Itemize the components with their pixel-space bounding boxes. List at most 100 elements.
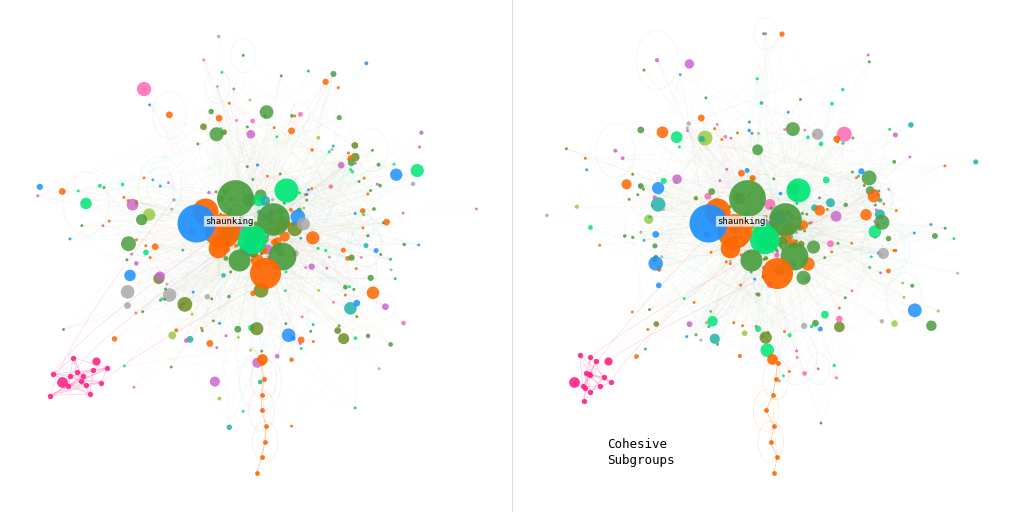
Point xyxy=(771,266,787,274)
Point xyxy=(369,180,385,188)
Point xyxy=(793,224,809,232)
Point xyxy=(214,227,230,236)
Point xyxy=(772,240,788,248)
Point xyxy=(740,191,757,199)
Point xyxy=(851,172,867,180)
Point xyxy=(873,218,890,226)
Point xyxy=(221,423,238,432)
Point xyxy=(32,183,48,191)
Point xyxy=(157,295,173,304)
Point xyxy=(785,252,802,260)
Point xyxy=(751,222,767,230)
Point xyxy=(669,175,685,183)
Point xyxy=(754,99,770,107)
Point xyxy=(294,313,310,321)
Point xyxy=(264,217,281,225)
Point xyxy=(811,206,827,215)
Point xyxy=(754,215,770,223)
Point xyxy=(860,51,877,59)
Point xyxy=(231,220,248,228)
Point xyxy=(272,223,289,231)
Point xyxy=(194,324,210,332)
Point xyxy=(768,268,784,276)
Point xyxy=(236,225,252,233)
Point xyxy=(184,310,201,318)
Point xyxy=(621,195,637,203)
Point xyxy=(225,221,242,229)
Point xyxy=(258,108,274,116)
Point xyxy=(779,217,796,225)
Point xyxy=(195,327,211,335)
Point xyxy=(211,114,227,122)
Point xyxy=(254,347,270,355)
Point xyxy=(248,228,264,236)
Point xyxy=(733,169,750,177)
Point xyxy=(758,229,774,237)
Point xyxy=(252,227,268,236)
Point xyxy=(248,227,264,236)
Point xyxy=(844,239,860,247)
Point xyxy=(777,215,794,223)
Point xyxy=(760,329,776,337)
Point xyxy=(411,241,427,249)
Point xyxy=(829,239,846,247)
Point xyxy=(732,195,749,203)
Point xyxy=(702,307,719,315)
Point xyxy=(835,139,851,147)
Point xyxy=(872,196,889,204)
Point xyxy=(199,293,215,301)
Point xyxy=(773,217,790,225)
Point xyxy=(754,233,770,241)
Point xyxy=(816,253,833,262)
Point xyxy=(182,335,199,344)
Point xyxy=(759,244,775,252)
Point xyxy=(236,224,252,232)
Point xyxy=(378,218,394,226)
Point xyxy=(347,404,364,412)
Point xyxy=(749,226,765,234)
Point xyxy=(387,274,403,283)
Point xyxy=(703,187,720,196)
Point xyxy=(630,190,646,199)
Point xyxy=(276,199,293,207)
Point xyxy=(196,56,212,64)
Point xyxy=(276,232,293,241)
Point xyxy=(258,422,274,430)
Point xyxy=(868,206,885,214)
Point xyxy=(297,190,313,199)
Point xyxy=(300,67,316,75)
Point xyxy=(266,123,283,132)
Point xyxy=(353,253,370,262)
Point xyxy=(356,174,373,182)
Point xyxy=(575,397,592,406)
Point xyxy=(818,176,835,184)
Point xyxy=(272,207,289,216)
Point xyxy=(333,161,349,169)
Point xyxy=(273,72,290,80)
Point xyxy=(722,260,738,268)
Point xyxy=(876,219,892,227)
Point xyxy=(268,133,285,141)
Point xyxy=(769,251,785,259)
Point xyxy=(249,234,265,243)
Point xyxy=(872,269,889,277)
Point xyxy=(793,95,809,103)
Point xyxy=(871,210,888,219)
Point xyxy=(355,210,372,219)
Point xyxy=(272,170,289,178)
Point xyxy=(249,227,265,235)
Point xyxy=(284,112,300,120)
Point xyxy=(736,329,753,337)
Point xyxy=(412,143,428,151)
Point xyxy=(331,322,347,330)
Point xyxy=(749,290,765,298)
Point xyxy=(756,264,772,272)
Point xyxy=(763,204,779,212)
Point xyxy=(172,303,188,311)
Point xyxy=(831,315,848,323)
Point xyxy=(791,215,807,223)
Point xyxy=(758,226,774,234)
Point xyxy=(881,267,897,275)
Point xyxy=(278,287,294,295)
Point xyxy=(256,375,272,383)
